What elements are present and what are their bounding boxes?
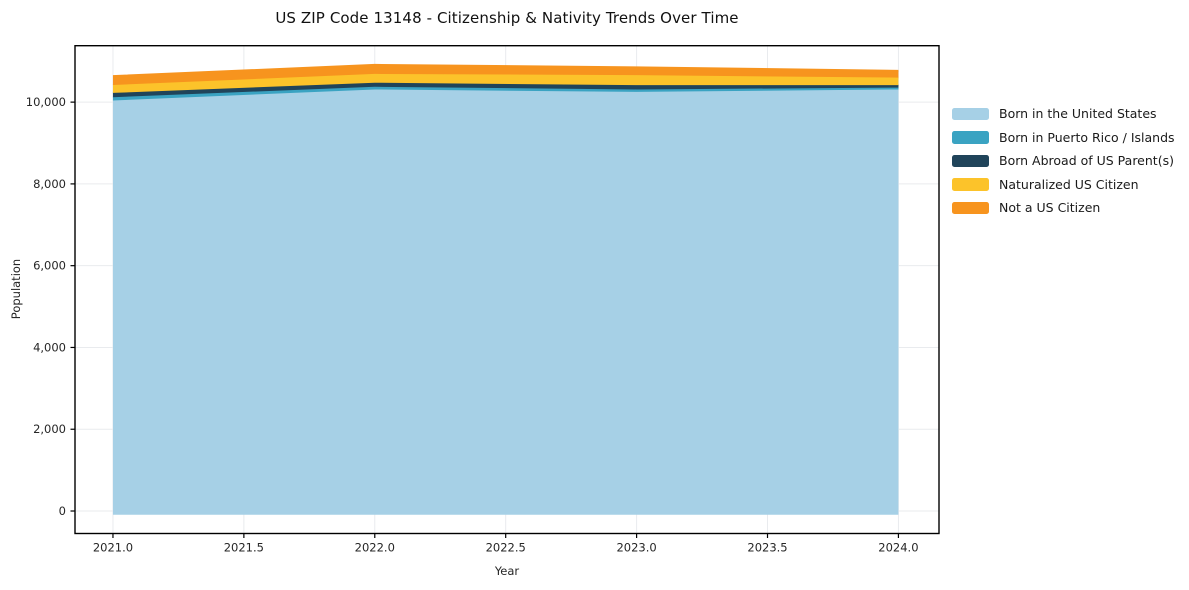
area-edge-0 — [112, 88, 899, 102]
area-series-0 — [112, 89, 899, 515]
x-tick-label: 2022.0 — [355, 541, 395, 555]
legend-swatch-icon — [952, 107, 989, 120]
legend-label: Not a US Citizen — [999, 200, 1101, 216]
area-series-3 — [112, 73, 899, 93]
legend-item-4: Not a US Citizen — [952, 196, 1175, 220]
x-tick-label: 2021.5 — [224, 541, 264, 555]
legend-item-1: Born in Puerto Rico / Islands — [952, 126, 1175, 150]
x-tick-label: 2021.0 — [93, 541, 133, 555]
axes-spines — [74, 45, 940, 535]
area-series-2 — [112, 82, 899, 98]
legend-item-0: Born in the United States — [952, 102, 1175, 126]
legend-swatch-icon — [952, 131, 989, 144]
y-tick-label: 0 — [59, 504, 66, 518]
x-axis-label: Year — [494, 564, 520, 578]
chart-title: US ZIP Code 13148 - Citizenship & Nativi… — [275, 9, 739, 27]
area-edge-4 — [112, 63, 899, 78]
legend-label: Born Abroad of US Parent(s) — [999, 153, 1174, 169]
x-tick-label: 2023.5 — [747, 541, 787, 555]
legend-swatch-icon — [952, 178, 989, 191]
y-tick-label: 10,000 — [26, 95, 66, 109]
legend-label: Naturalized US Citizen — [999, 176, 1139, 192]
x-tick-label: 2022.5 — [486, 541, 526, 555]
y-axis-label: Population — [9, 258, 23, 320]
y-tick-label: 6,000 — [33, 259, 66, 273]
legend-label: Born in Puerto Rico / Islands — [999, 129, 1175, 145]
legend-swatch-icon — [952, 154, 989, 167]
legend: Born in the United States Born in Puerto … — [952, 102, 1175, 220]
area-series-4 — [112, 64, 899, 85]
x-tick-label: 2023.0 — [616, 541, 656, 555]
x-tick-label: 2024.0 — [878, 541, 918, 555]
legend-item-3: Naturalized US Citizen — [952, 173, 1175, 197]
y-tick-label: 2,000 — [33, 422, 66, 436]
legend-item-2: Born Abroad of US Parent(s) — [952, 149, 1175, 173]
legend-swatch-icon — [952, 201, 989, 214]
y-tick-label: 8,000 — [33, 177, 66, 191]
legend-label: Born in the United States — [999, 106, 1157, 122]
y-tick-label: 4,000 — [33, 340, 66, 354]
